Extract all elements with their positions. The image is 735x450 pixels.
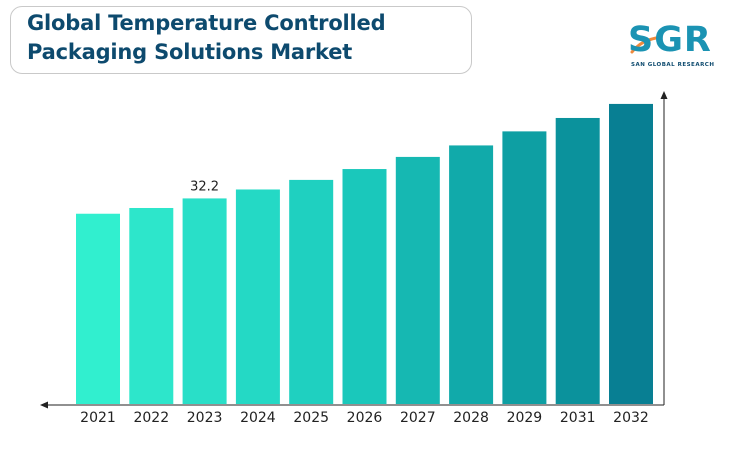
logo-swoosh-icon xyxy=(630,36,658,54)
x-tick-label-2021: 2021 xyxy=(80,410,116,426)
bar-2026 xyxy=(342,169,387,404)
x-tick-label-2029: 2029 xyxy=(507,410,543,426)
data-label-2023: 32.2 xyxy=(190,179,219,194)
x-tick-label-2027: 2027 xyxy=(400,410,436,426)
data-labels: 32.2 xyxy=(190,179,219,194)
chart-title-line-2: Packaging Solutions Market xyxy=(27,40,353,64)
logo-subtitle: SAN GLOBAL RESEARCH xyxy=(631,62,715,68)
x-axis-arrow-icon xyxy=(40,401,48,409)
x-tick-label-2031: 2031 xyxy=(560,410,596,426)
bar-2024 xyxy=(235,189,280,404)
bar-2021 xyxy=(76,213,120,404)
x-tick-label-2026: 2026 xyxy=(347,410,383,426)
x-tick-label-2023: 2023 xyxy=(187,410,223,426)
bar-2025 xyxy=(289,179,334,404)
bar-2022 xyxy=(129,207,174,404)
bar-2027 xyxy=(395,156,440,404)
chart-title-line-1: Global Temperature Controlled xyxy=(27,11,386,35)
x-tick-label-2025: 2025 xyxy=(293,410,329,426)
bar-2028 xyxy=(449,145,494,404)
sgr-logo: SGR SAN GLOBAL RESEARCH xyxy=(628,20,724,72)
bar-2032 xyxy=(609,103,653,404)
x-tick-label-2032: 2032 xyxy=(613,410,649,426)
title-box: Global Temperature Controlled Packaging … xyxy=(10,6,472,74)
x-tick-label-2022: 2022 xyxy=(133,410,169,426)
bar-2031 xyxy=(555,117,600,404)
bar-2023 xyxy=(182,198,227,404)
axes-group xyxy=(40,91,668,409)
bar-2029 xyxy=(502,131,547,404)
x-tick-labels: 2021 2022 2023 2024 2025 2026 2027 2028 2029 2031… xyxy=(80,410,649,426)
y-axis-arrow-icon xyxy=(660,91,668,99)
x-tick-label-2028: 2028 xyxy=(453,410,489,426)
x-tick-label-2024: 2024 xyxy=(240,410,276,426)
bars-group xyxy=(76,103,653,404)
logo-wordmark: SGR xyxy=(628,20,712,60)
